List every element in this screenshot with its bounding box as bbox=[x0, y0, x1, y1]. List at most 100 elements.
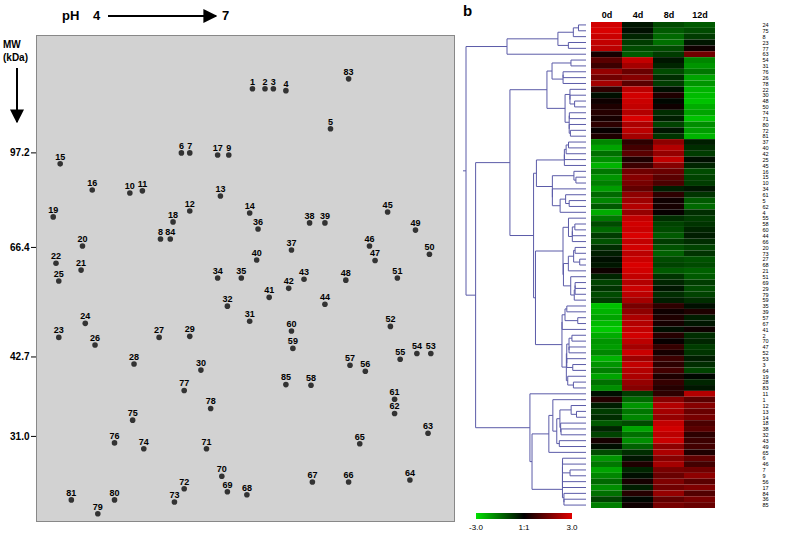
svg-text:71: 71 bbox=[201, 437, 211, 447]
svg-text:53: 53 bbox=[426, 341, 436, 351]
svg-text:12: 12 bbox=[185, 199, 195, 209]
svg-text:5: 5 bbox=[328, 117, 333, 127]
svg-text:59: 59 bbox=[288, 336, 298, 346]
svg-text:60: 60 bbox=[286, 319, 296, 329]
svg-text:58: 58 bbox=[306, 373, 316, 383]
svg-text:76: 76 bbox=[110, 431, 120, 441]
svg-text:56: 56 bbox=[360, 359, 370, 369]
svg-text:69: 69 bbox=[222, 480, 232, 490]
svg-text:49: 49 bbox=[410, 218, 420, 228]
svg-text:67: 67 bbox=[307, 470, 317, 480]
svg-text:35: 35 bbox=[236, 266, 246, 276]
svg-text:13: 13 bbox=[215, 184, 225, 194]
svg-text:2: 2 bbox=[262, 77, 267, 87]
svg-text:28: 28 bbox=[129, 352, 139, 362]
svg-text:64: 64 bbox=[405, 468, 415, 478]
svg-text:78: 78 bbox=[206, 396, 216, 406]
svg-text:20: 20 bbox=[77, 234, 87, 244]
svg-text:47: 47 bbox=[370, 248, 380, 258]
svg-text:77: 77 bbox=[179, 378, 189, 388]
svg-text:-3.0: -3.0 bbox=[469, 523, 483, 532]
svg-text:42.7: 42.7 bbox=[10, 351, 30, 362]
svg-text:83: 83 bbox=[344, 67, 354, 77]
svg-text:74: 74 bbox=[139, 437, 149, 447]
svg-text:80: 80 bbox=[110, 488, 120, 498]
svg-text:31: 31 bbox=[245, 309, 255, 319]
svg-text:66: 66 bbox=[344, 470, 354, 480]
html-text:4: 4 bbox=[93, 8, 101, 23]
svg-text:12d: 12d bbox=[692, 10, 708, 20]
svg-text:63: 63 bbox=[423, 421, 433, 431]
svg-text:52: 52 bbox=[385, 314, 395, 324]
svg-text:25: 25 bbox=[54, 269, 64, 279]
svg-text:14: 14 bbox=[245, 201, 255, 211]
svg-text:11: 11 bbox=[138, 179, 148, 189]
svg-text:34: 34 bbox=[213, 266, 223, 276]
svg-text:39: 39 bbox=[320, 211, 330, 221]
svg-text:3.0: 3.0 bbox=[566, 523, 578, 532]
svg-text:84: 84 bbox=[165, 227, 175, 237]
svg-text:70: 70 bbox=[217, 464, 227, 474]
svg-text:4d: 4d bbox=[633, 10, 644, 20]
svg-text:15: 15 bbox=[55, 152, 65, 162]
svg-text:23: 23 bbox=[54, 325, 64, 335]
svg-text:48: 48 bbox=[341, 268, 351, 278]
svg-text:73: 73 bbox=[169, 490, 179, 500]
svg-text:85: 85 bbox=[763, 502, 769, 508]
html-text:(kDa): (kDa) bbox=[3, 52, 28, 63]
svg-text:85: 85 bbox=[281, 372, 291, 382]
svg-text:46: 46 bbox=[364, 234, 374, 244]
svg-text:81: 81 bbox=[66, 488, 76, 498]
svg-text:8: 8 bbox=[158, 227, 163, 237]
svg-text:42: 42 bbox=[284, 276, 294, 286]
svg-text:75: 75 bbox=[128, 408, 138, 418]
svg-text:68: 68 bbox=[242, 483, 252, 493]
svg-text:41: 41 bbox=[264, 285, 274, 295]
svg-text:32: 32 bbox=[222, 294, 232, 304]
svg-text:3: 3 bbox=[271, 77, 276, 87]
svg-text:79: 79 bbox=[93, 502, 103, 512]
svg-text:21: 21 bbox=[76, 258, 86, 268]
svg-text:72: 72 bbox=[179, 477, 189, 487]
svg-text:36: 36 bbox=[253, 217, 263, 227]
svg-text:27: 27 bbox=[154, 325, 164, 335]
svg-text:19: 19 bbox=[48, 205, 58, 215]
svg-text:61: 61 bbox=[390, 387, 400, 397]
svg-text:62: 62 bbox=[390, 401, 400, 411]
svg-text:65: 65 bbox=[355, 432, 365, 442]
html-text:pH: pH bbox=[62, 8, 80, 23]
svg-text:0d: 0d bbox=[602, 10, 613, 20]
svg-text:16: 16 bbox=[87, 178, 97, 188]
svg-text:7: 7 bbox=[187, 141, 192, 151]
svg-text:38: 38 bbox=[305, 211, 315, 221]
svg-text:6: 6 bbox=[179, 141, 184, 151]
svg-text:30: 30 bbox=[196, 358, 206, 368]
svg-text:31.0: 31.0 bbox=[10, 431, 30, 442]
svg-text:44: 44 bbox=[320, 292, 330, 302]
html-text:b: b bbox=[463, 2, 473, 19]
svg-text:37: 37 bbox=[286, 238, 296, 248]
svg-text:1: 1 bbox=[250, 77, 255, 87]
svg-text:17: 17 bbox=[213, 143, 223, 153]
svg-text:26: 26 bbox=[90, 333, 100, 343]
svg-text:43: 43 bbox=[299, 267, 309, 277]
svg-text:57: 57 bbox=[345, 353, 355, 363]
svg-text:29: 29 bbox=[185, 324, 195, 334]
svg-text:54: 54 bbox=[412, 341, 422, 351]
html-text:MW: MW bbox=[3, 39, 21, 50]
svg-text:1:1: 1:1 bbox=[518, 523, 530, 532]
svg-text:50: 50 bbox=[424, 242, 434, 252]
svg-text:45: 45 bbox=[383, 200, 393, 210]
svg-text:4: 4 bbox=[283, 79, 288, 89]
svg-text:97.2: 97.2 bbox=[10, 147, 30, 158]
svg-text:55: 55 bbox=[395, 347, 405, 357]
svg-text:9: 9 bbox=[226, 143, 231, 153]
svg-text:51: 51 bbox=[392, 266, 402, 276]
svg-text:18: 18 bbox=[168, 210, 178, 220]
svg-text:66.4: 66.4 bbox=[10, 242, 30, 253]
svg-text:10: 10 bbox=[125, 181, 135, 191]
svg-text:40: 40 bbox=[252, 248, 262, 258]
svg-text:8d: 8d bbox=[664, 10, 675, 20]
svg-text:24: 24 bbox=[80, 311, 90, 321]
svg-text:22: 22 bbox=[51, 251, 61, 261]
